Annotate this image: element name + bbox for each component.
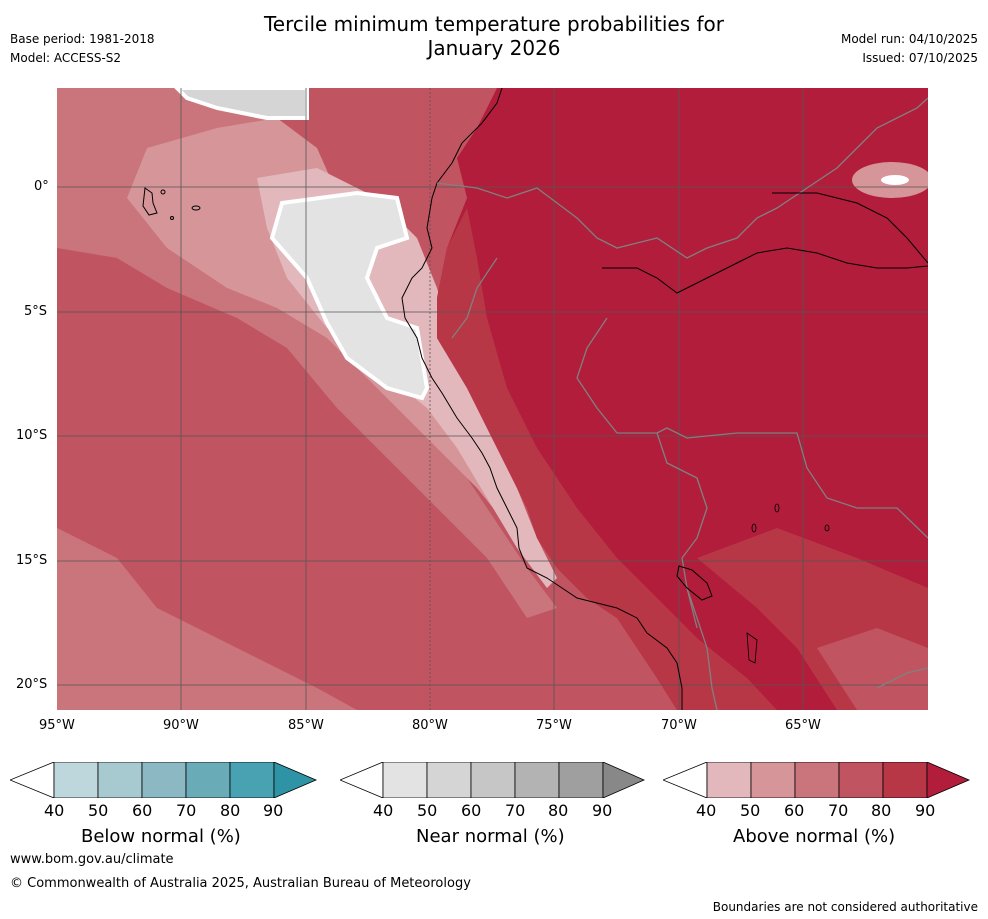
colorbar-tick: 70 bbox=[505, 801, 526, 820]
swatch-above-2 bbox=[750, 761, 796, 799]
galapagos-islands bbox=[142, 187, 201, 220]
colorbar-tick: 80 bbox=[871, 801, 892, 820]
lon-tick-label: 65°W bbox=[785, 718, 821, 733]
colorbar-tick: 50 bbox=[417, 801, 438, 820]
colorbar-tick: 40 bbox=[373, 801, 394, 820]
swatch-near-4 bbox=[514, 761, 560, 799]
colorbar-near-normal-swatches bbox=[338, 761, 645, 799]
lat-tick-label: 10°S bbox=[16, 428, 48, 443]
colorbar-near-normal bbox=[338, 761, 646, 799]
region-near-60-north bbox=[174, 88, 309, 120]
colorbar-tick: 70 bbox=[828, 801, 849, 820]
amazon-river bbox=[602, 247, 928, 294]
probability-map bbox=[57, 88, 928, 710]
swatch-below-5 bbox=[229, 761, 275, 799]
border-south-east bbox=[876, 667, 928, 689]
border-north bbox=[436, 97, 928, 259]
swatch-near-5 bbox=[558, 761, 604, 799]
border-ecuador-peru bbox=[451, 257, 498, 339]
lat-lon-gridlines bbox=[57, 88, 928, 710]
swatch-above-0 bbox=[661, 761, 708, 799]
colorbar-tick: 60 bbox=[784, 801, 805, 820]
swatch-near-2 bbox=[426, 761, 472, 799]
region-above-80-coast bbox=[437, 208, 777, 710]
colorbar-tick: 90 bbox=[592, 801, 613, 820]
colorbar-tick: 50 bbox=[740, 801, 761, 820]
title-line-2: January 2026 bbox=[427, 36, 561, 60]
swatch-below-2 bbox=[97, 761, 143, 799]
lat-tick-label: 15°S bbox=[16, 553, 48, 568]
swatch-near-6 bbox=[602, 761, 645, 799]
border-peru-bolivia bbox=[656, 432, 708, 629]
colorbar-tick: 40 bbox=[696, 801, 717, 820]
colorbar-tick: 50 bbox=[88, 801, 109, 820]
border-chile-bolivia bbox=[686, 587, 718, 710]
lon-tick-label: 95°W bbox=[39, 718, 75, 733]
colorbar-tick: 80 bbox=[548, 801, 569, 820]
swatch-below-1 bbox=[53, 761, 99, 799]
rio-negro-river bbox=[772, 192, 928, 264]
colorbar-label-near: Near normal (%) bbox=[416, 826, 565, 847]
swatch-above-4 bbox=[838, 761, 884, 799]
colorbar-above-normal bbox=[661, 761, 971, 799]
footer-disclaimer: Boundaries are not considered authoritat… bbox=[712, 900, 978, 914]
swatch-below-3 bbox=[141, 761, 187, 799]
map-title: Tercile minimum temperature probabilitie… bbox=[0, 12, 988, 60]
colorbar-tick: 80 bbox=[220, 801, 241, 820]
swatch-above-5 bbox=[882, 761, 928, 799]
colorbar-above-normal-swatches bbox=[661, 761, 971, 799]
swatch-below-0 bbox=[8, 761, 55, 799]
base-period-text: Base period: 1981-2018 bbox=[10, 32, 155, 46]
region-near-50-offshore bbox=[269, 190, 430, 401]
title-line-1: Tercile minimum temperature probabilitie… bbox=[263, 12, 725, 36]
colorbar-tick: 60 bbox=[132, 801, 153, 820]
coastline bbox=[401, 88, 683, 710]
region-above-70-southeast bbox=[817, 628, 928, 710]
region-above-60-southwest bbox=[57, 528, 357, 710]
map-canvas bbox=[57, 88, 928, 710]
border-peru-brazil bbox=[576, 317, 928, 539]
lake-titicaca bbox=[676, 565, 713, 601]
region-below-40-northeast bbox=[881, 175, 909, 185]
swatch-above-3 bbox=[794, 761, 840, 799]
swatch-near-1 bbox=[382, 761, 428, 799]
colorbar-below-normal bbox=[8, 761, 318, 799]
swatch-near-0 bbox=[338, 761, 384, 799]
lat-tick-label: 20°S bbox=[16, 677, 48, 692]
lon-tick-label: 80°W bbox=[412, 718, 448, 733]
colorbar-tick: 90 bbox=[915, 801, 936, 820]
lon-tick-label: 70°W bbox=[661, 718, 697, 733]
swatch-below-6 bbox=[273, 761, 318, 799]
colorbar-tick: 40 bbox=[44, 801, 65, 820]
lat-tick-label: 5°S bbox=[24, 304, 48, 319]
swatch-above-1 bbox=[706, 761, 752, 799]
colorbar-label-below: Below normal (%) bbox=[81, 826, 241, 847]
colorbar-tick: 70 bbox=[176, 801, 197, 820]
colorbar-tick: 90 bbox=[263, 801, 284, 820]
swatch-above-6 bbox=[926, 761, 971, 799]
footer-copyright: © Commonwealth of Australia 2025, Austra… bbox=[10, 876, 471, 891]
colorbar-below-normal-swatches bbox=[8, 761, 318, 799]
lat-tick-label: 0° bbox=[34, 179, 49, 194]
swatch-near-3 bbox=[470, 761, 516, 799]
colorbar-tick: 60 bbox=[461, 801, 482, 820]
model-text: Model: ACCESS-S2 bbox=[10, 51, 122, 65]
lon-tick-label: 75°W bbox=[536, 718, 572, 733]
swatch-below-4 bbox=[185, 761, 231, 799]
footer-url: www.bom.gov.au/climate bbox=[10, 852, 174, 867]
lon-tick-label: 90°W bbox=[163, 718, 199, 733]
model-run-text: Model run: 04/10/2025 bbox=[840, 32, 978, 46]
lon-tick-label: 85°W bbox=[288, 718, 324, 733]
issued-text: Issued: 07/10/2025 bbox=[862, 51, 978, 65]
small-lakes bbox=[746, 503, 830, 664]
colorbar-label-above: Above normal (%) bbox=[733, 826, 896, 847]
